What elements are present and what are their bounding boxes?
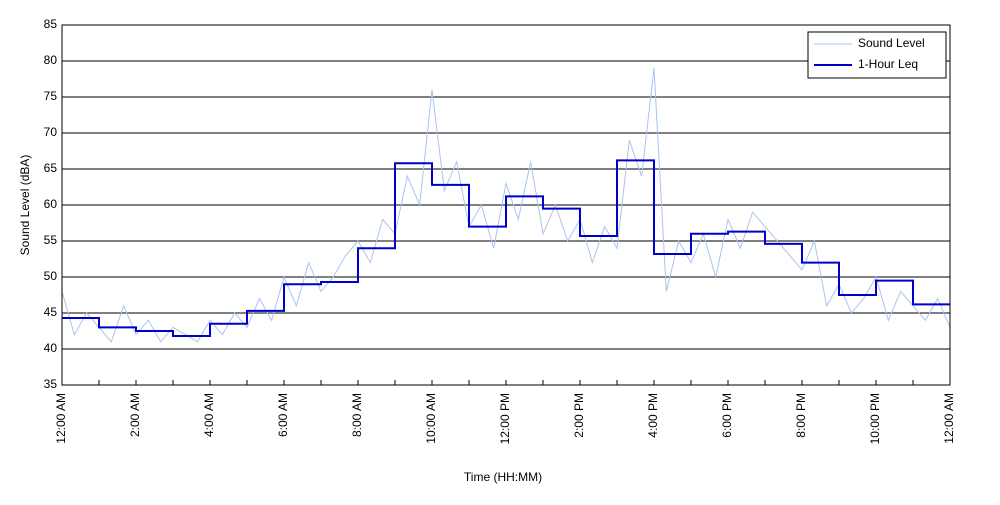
plot-frame [61, 24, 951, 386]
x-tick-label: 2:00 PM [572, 393, 586, 438]
x-tick-label: 12:00 AM [54, 393, 68, 444]
legend-box [807, 31, 947, 79]
x-tick-label: 6:00 PM [720, 393, 734, 438]
y-tick-label: 65 [44, 161, 58, 175]
y-axis-label: Sound Level (dBA) [18, 155, 32, 256]
y-tick-label: 45 [44, 305, 58, 319]
y-tick-label: 60 [44, 197, 58, 211]
x-tick-label: 8:00 PM [794, 393, 808, 438]
y-tick-label: 80 [44, 53, 58, 67]
legend-label: 1-Hour Leq [858, 57, 918, 71]
series-line [62, 159, 950, 338]
x-tick-label: 4:00 AM [202, 393, 216, 437]
y-tick-label: 55 [44, 233, 58, 247]
x-tick-label: 12:00 AM [942, 393, 956, 444]
y-tick-label: 85 [44, 17, 58, 31]
y-tick-label: 40 [44, 341, 58, 355]
x-tick-label: 12:00 PM [498, 393, 512, 444]
y-tick-label: 75 [44, 89, 58, 103]
x-tick-label: 8:00 AM [350, 393, 364, 437]
x-tick-label: 4:00 PM [646, 393, 660, 438]
series-line [61, 68, 951, 343]
x-tick-label: 10:00 AM [424, 393, 438, 444]
x-tick-label: 10:00 PM [868, 393, 882, 444]
x-tick-label: 6:00 AM [276, 393, 290, 437]
y-tick-label: 50 [44, 269, 58, 283]
x-tick-label: 2:00 AM [128, 393, 142, 437]
x-axis-label: Time (HH:MM) [464, 470, 542, 484]
y-tick-label: 70 [44, 125, 58, 139]
y-tick-label: 35 [44, 377, 58, 391]
legend-label: Sound Level [858, 36, 925, 50]
